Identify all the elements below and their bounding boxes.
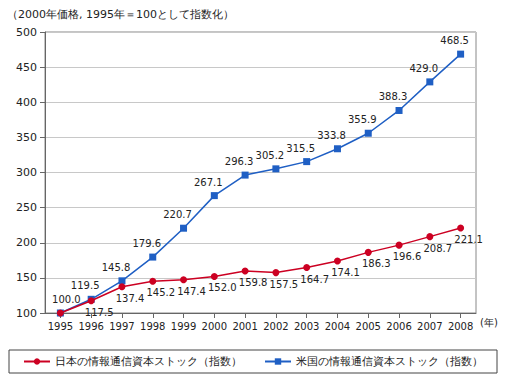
svg-text:221.1: 221.1 <box>454 234 483 245</box>
svg-text:100: 100 <box>16 307 37 320</box>
svg-text:2000: 2000 <box>202 321 227 332</box>
svg-text:179.6: 179.6 <box>132 238 161 249</box>
svg-text:2007: 2007 <box>417 321 442 332</box>
svg-text:145.2: 145.2 <box>146 287 175 298</box>
svg-text:（2000年価格, 1995年＝100として指数化）: （2000年価格, 1995年＝100として指数化） <box>7 8 234 21</box>
svg-text:2004: 2004 <box>325 321 350 332</box>
svg-text:100.0: 100.0 <box>52 294 81 305</box>
svg-text:315.5: 315.5 <box>286 143 315 154</box>
svg-text:日本の情報通信資本ストック（指数）: 日本の情報通信資本ストック（指数） <box>55 355 242 368</box>
svg-text:468.5: 468.5 <box>440 35 469 46</box>
svg-text:150: 150 <box>16 271 37 284</box>
svg-text:米国の情報通信資本ストック（指数）: 米国の情報通信資本ストック（指数） <box>296 355 483 368</box>
svg-text:1997: 1997 <box>109 321 134 332</box>
svg-text:145.8: 145.8 <box>102 262 131 273</box>
svg-text:1995: 1995 <box>48 321 73 332</box>
svg-text:147.4: 147.4 <box>177 286 206 297</box>
svg-text:500: 500 <box>16 26 37 39</box>
svg-text:429.0: 429.0 <box>410 63 439 74</box>
svg-text:388.3: 388.3 <box>379 91 408 102</box>
svg-text:(年): (年) <box>480 317 498 328</box>
svg-text:119.5: 119.5 <box>71 280 100 291</box>
svg-text:157.5: 157.5 <box>270 279 299 290</box>
svg-text:174.1: 174.1 <box>331 267 360 278</box>
svg-text:296.3: 296.3 <box>225 156 254 167</box>
svg-text:196.6: 196.6 <box>393 251 422 262</box>
svg-text:220.7: 220.7 <box>163 209 192 220</box>
svg-text:1996: 1996 <box>78 321 103 332</box>
svg-text:2003: 2003 <box>294 321 319 332</box>
svg-text:1998: 1998 <box>140 321 165 332</box>
svg-text:186.3: 186.3 <box>362 258 391 269</box>
svg-text:333.8: 333.8 <box>317 130 346 141</box>
svg-text:200: 200 <box>16 236 37 249</box>
svg-text:250: 250 <box>16 201 37 214</box>
svg-text:117.5: 117.5 <box>85 307 114 318</box>
svg-text:350: 350 <box>16 131 37 144</box>
svg-text:400: 400 <box>16 96 37 109</box>
svg-text:2002: 2002 <box>263 321 288 332</box>
svg-text:355.9: 355.9 <box>348 114 377 125</box>
svg-text:2001: 2001 <box>232 321 257 332</box>
svg-text:305.2: 305.2 <box>256 150 285 161</box>
svg-text:300: 300 <box>16 166 37 179</box>
svg-text:137.4: 137.4 <box>116 293 145 304</box>
svg-text:1999: 1999 <box>171 321 196 332</box>
svg-text:267.1: 267.1 <box>194 177 223 188</box>
svg-text:2005: 2005 <box>356 321 381 332</box>
svg-text:2008: 2008 <box>448 321 473 332</box>
svg-text:2006: 2006 <box>386 321 411 332</box>
svg-text:152.0: 152.0 <box>208 282 237 293</box>
svg-text:208.7: 208.7 <box>424 243 453 254</box>
svg-text:159.8: 159.8 <box>239 277 268 288</box>
svg-text:164.7: 164.7 <box>300 274 329 285</box>
svg-text:450: 450 <box>16 61 37 74</box>
